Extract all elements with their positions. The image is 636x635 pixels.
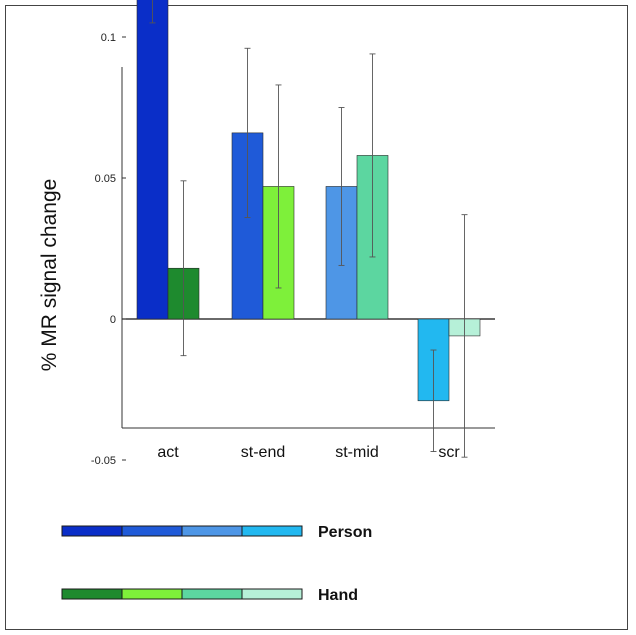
- x-tick-label-st-mid: st-mid: [335, 444, 379, 461]
- error-bar: [338, 107, 345, 266]
- error-bars: [149, 0, 468, 458]
- error-bar: [149, 0, 156, 24]
- error-bar: [244, 47, 251, 218]
- legend-swatch: [181, 525, 243, 537]
- error-bar: [430, 349, 437, 452]
- y-tick-label: 0.1: [101, 32, 116, 44]
- y-tick-label: -0.05: [91, 455, 116, 467]
- y-tick-label: 0.05: [95, 173, 116, 185]
- legend-swatch: [61, 588, 123, 600]
- x-tick-label-scr: scr: [438, 444, 460, 461]
- error-bar: [275, 84, 282, 289]
- legend-label-hand: Hand: [318, 587, 358, 604]
- x-ticks: act st-end st-mid scr: [157, 444, 460, 461]
- legend: Person Hand: [61, 524, 372, 604]
- bars: [136, 0, 481, 402]
- legend-label-person: Person: [318, 524, 372, 541]
- legend-swatch: [181, 588, 243, 600]
- bar-person-act: [136, 0, 169, 320]
- x-tick-label-act: act: [157, 444, 179, 461]
- x-tick-label-st-end: st-end: [241, 444, 285, 461]
- error-bar: [461, 214, 468, 458]
- legend-swatch: [121, 588, 183, 600]
- legend-entry-person: Person: [61, 524, 372, 541]
- legend-swatch: [241, 588, 303, 600]
- error-bar: [369, 53, 376, 258]
- legend-entry-hand: Hand: [61, 587, 358, 604]
- y-tick-label: 0: [110, 314, 116, 326]
- legend-swatch: [121, 525, 183, 537]
- legend-swatch: [241, 525, 303, 537]
- error-bar: [180, 180, 187, 357]
- y-axis-label: % MR signal change: [38, 179, 61, 372]
- legend-swatch: [61, 525, 123, 537]
